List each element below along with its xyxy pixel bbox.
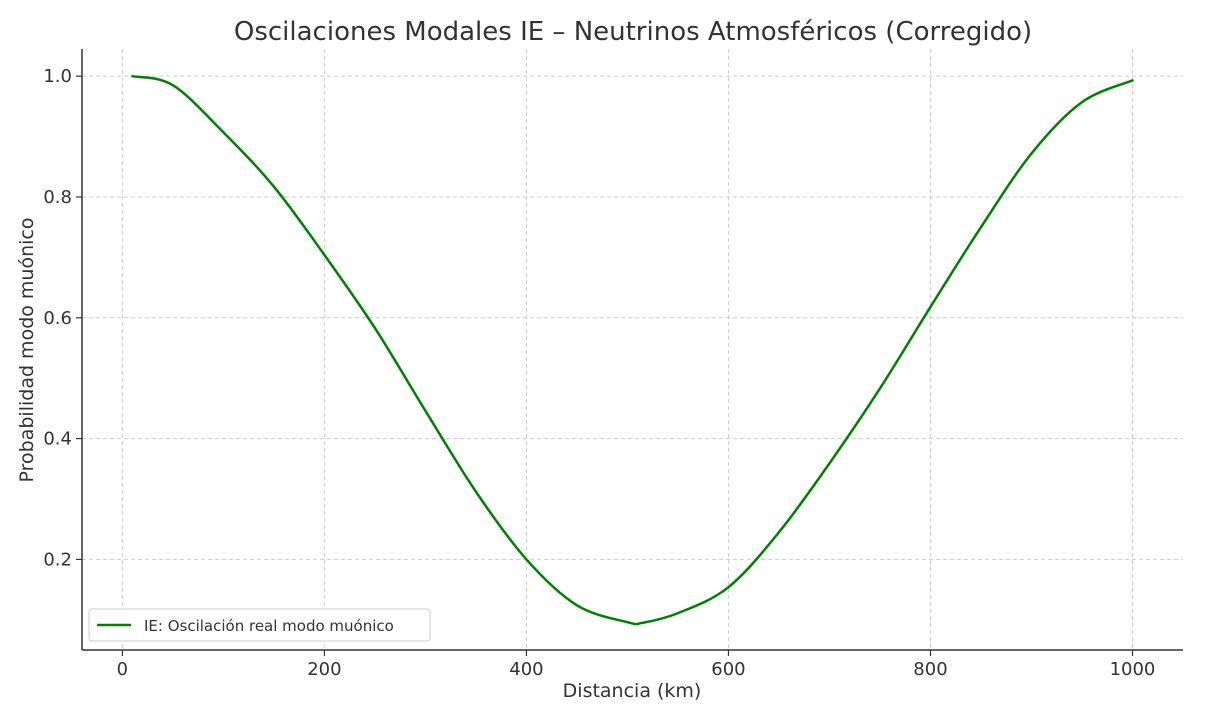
series-layer bbox=[131, 74, 1134, 626]
x-tick-label: 0 bbox=[117, 659, 128, 680]
x-tick-label: 400 bbox=[509, 659, 543, 680]
legend: IE: Oscilación real modo muónico bbox=[88, 608, 431, 642]
y-axis-label: Probabilidad modo muónico bbox=[16, 218, 38, 483]
y-tick-label: 0.6 bbox=[43, 308, 72, 329]
x-axis-label: Distancia (km) bbox=[563, 680, 702, 702]
y-tick-label: 0.8 bbox=[43, 187, 72, 208]
x-tick-label: 200 bbox=[307, 659, 341, 680]
series-line bbox=[131, 74, 1134, 626]
x-tick-label: 800 bbox=[913, 659, 947, 680]
legend-label: IE: Oscilación real modo muónico bbox=[144, 617, 394, 635]
y-tick-label: 0.4 bbox=[43, 429, 72, 450]
x-grid bbox=[121, 49, 1133, 650]
y-tick-label: 1.0 bbox=[43, 66, 72, 87]
x-tick-label: 1000 bbox=[1110, 659, 1156, 680]
x-axis-ticks: 0 200 400 600 800 1000 bbox=[117, 650, 1156, 680]
y-tick-label: 0.2 bbox=[43, 549, 72, 570]
legend-box bbox=[88, 608, 431, 642]
x-tick-label: 600 bbox=[711, 659, 745, 680]
chart-title: Oscilaciones Modales IE – Neutrinos Atmo… bbox=[234, 17, 1032, 47]
y-axis-ticks: 0.2 0.4 0.6 0.8 1.0 bbox=[43, 66, 82, 570]
